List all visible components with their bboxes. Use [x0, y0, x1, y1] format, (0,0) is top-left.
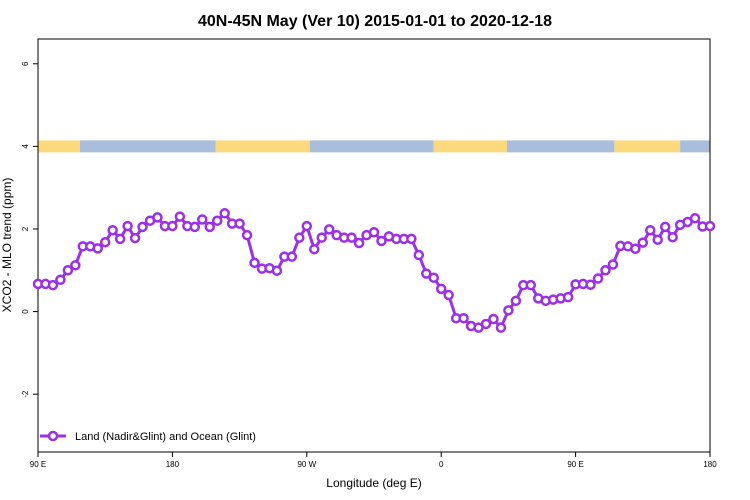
data-point [368, 227, 380, 238]
data-point [92, 243, 103, 254]
y-tick-label: 0 [21, 309, 30, 314]
plot-frame [37, 38, 711, 453]
data-point [286, 251, 298, 262]
y-axis: -2 0 2 4 6 [21, 61, 38, 398]
series-land-ocean [32, 208, 716, 333]
data-point [480, 318, 492, 330]
data-point [62, 265, 74, 276]
y-tick-label: 6 [21, 61, 30, 66]
x-tick-label: 180 [166, 460, 180, 469]
data-point [659, 221, 671, 233]
data-point [413, 249, 425, 261]
x-tick-label: 90 E [30, 460, 46, 469]
data-point [152, 212, 163, 223]
y-tick-label: 2 [21, 226, 30, 231]
data-point [323, 224, 335, 235]
strip-segment-ocean [79, 140, 216, 153]
data-point [204, 221, 215, 233]
data-point [353, 237, 365, 249]
data-point [346, 232, 357, 243]
x-tick-label: 180 [703, 460, 717, 469]
data-point [458, 312, 469, 324]
data-point [630, 243, 641, 255]
data-point [645, 224, 656, 236]
data-point [607, 259, 619, 270]
x-tick-label: 90 W [297, 460, 316, 469]
data-point [234, 218, 245, 229]
y-tick-label: -2 [21, 390, 30, 398]
data-point [122, 220, 133, 232]
data-point [137, 221, 148, 233]
x-axis-label: Longitude (deg E) [326, 476, 421, 490]
data-point [600, 265, 611, 276]
data-point [689, 212, 701, 224]
data-point [55, 274, 66, 286]
legend-marker [47, 430, 59, 442]
data-point [316, 232, 327, 243]
data-point [667, 231, 678, 243]
data-point [99, 236, 111, 248]
data-point [301, 220, 313, 232]
data-point [704, 220, 716, 232]
strip-segment-ocean [309, 140, 434, 153]
data-point [376, 235, 387, 247]
data-point [47, 279, 59, 291]
data-point [495, 322, 507, 333]
data-point [503, 305, 514, 316]
data-point [211, 215, 223, 226]
data-point [592, 273, 604, 284]
data-point [428, 272, 439, 283]
data-point [294, 232, 305, 243]
strip-segment-land [614, 140, 681, 153]
data-point [271, 265, 283, 276]
y-axis-label: XCO2 - MLO trend (ppm) [0, 178, 14, 313]
y-tick-label: 4 [21, 144, 30, 149]
legend: Land (Nadir&Glint) and Ocean (Glint) [40, 430, 256, 443]
data-point [219, 208, 230, 219]
data-point [249, 257, 260, 269]
strip-segment-land [38, 140, 80, 153]
strip-segment-land [215, 140, 310, 153]
data-point [174, 211, 186, 222]
data-point [309, 243, 320, 255]
data-point [189, 221, 201, 233]
data-point [241, 229, 253, 241]
data-point [525, 279, 537, 291]
data-point [421, 268, 432, 279]
x-tick-label: 90 E [567, 460, 583, 469]
land-ocean-strip [38, 140, 710, 153]
data-point [585, 279, 596, 290]
x-tick-label: 0 [439, 460, 444, 469]
data-point [70, 260, 81, 271]
x-axis: 90 E 180 90 W 0 90 E 180 [30, 452, 717, 469]
data-point [107, 224, 118, 236]
legend-label: Land (Nadir&Glint) and Ocean (Glint) [75, 431, 256, 443]
data-point [652, 234, 663, 245]
strip-segment-land [433, 140, 507, 153]
strip-segment-ocean [506, 140, 615, 153]
data-point [443, 289, 454, 301]
data-point [637, 237, 649, 248]
data-point [114, 233, 126, 245]
data-point [488, 313, 499, 325]
strip-segment-ocean [680, 140, 710, 153]
chart-title: 40N-45N May (Ver 10) 2015-01-01 to 2020-… [198, 13, 552, 30]
data-point [562, 291, 574, 303]
data-point [197, 214, 208, 225]
data-point [406, 233, 417, 245]
data-point [167, 220, 178, 232]
data-point [510, 295, 522, 307]
data-point [129, 232, 141, 244]
data-point [435, 283, 447, 295]
